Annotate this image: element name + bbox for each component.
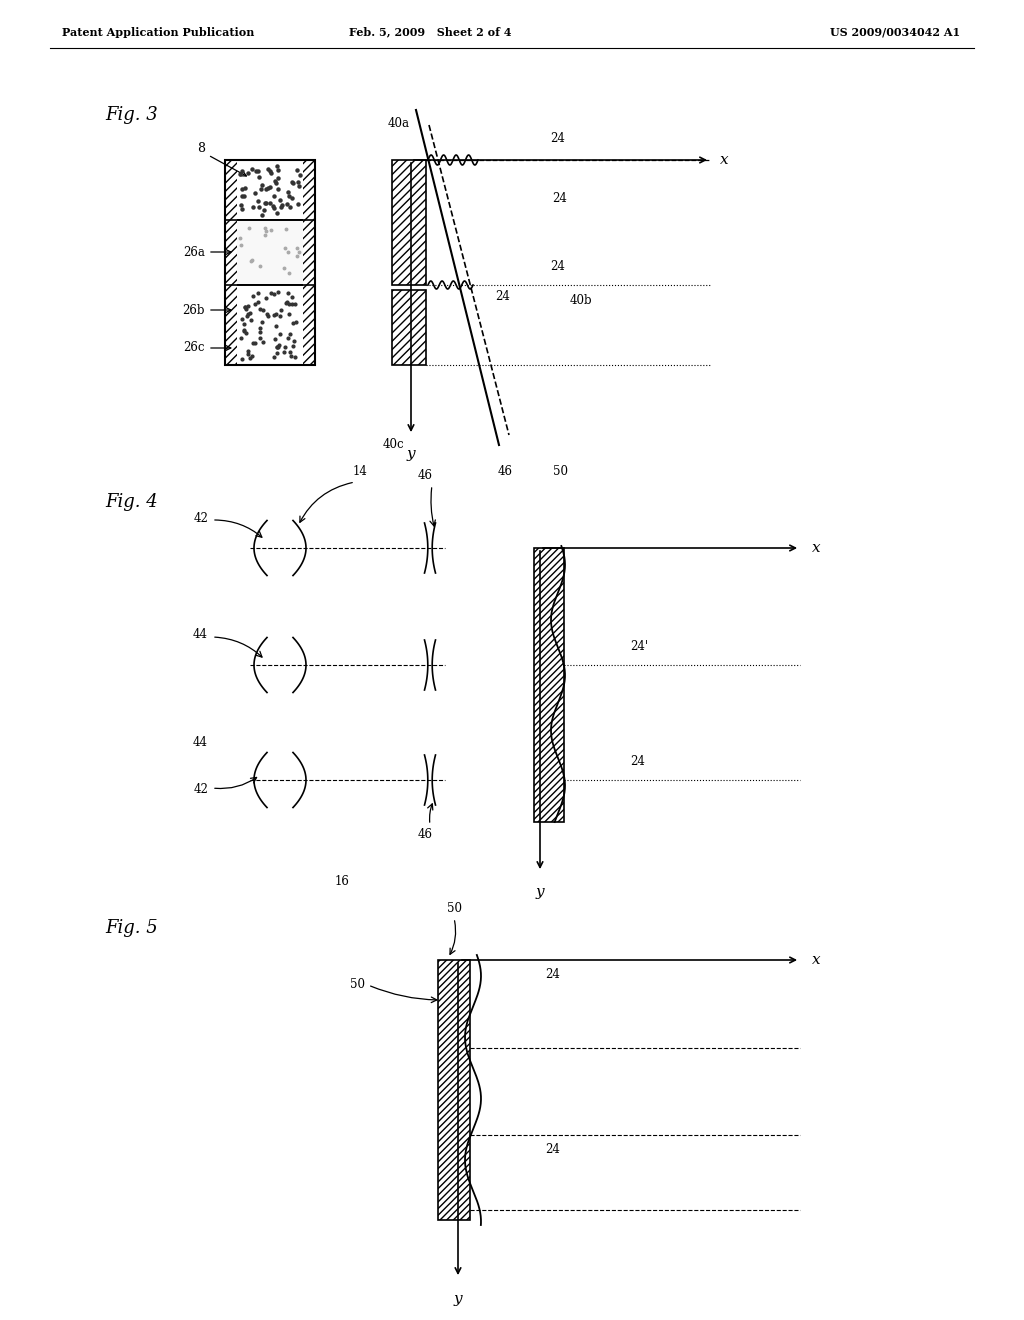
- Bar: [303, 285, 315, 366]
- Text: y: y: [407, 447, 416, 461]
- Text: 50: 50: [350, 978, 365, 991]
- Text: 24: 24: [630, 755, 645, 768]
- Text: y: y: [536, 884, 545, 899]
- Text: 26b: 26b: [182, 304, 205, 317]
- Bar: [303, 160, 315, 220]
- Bar: [225, 285, 315, 366]
- Text: 42: 42: [194, 511, 208, 524]
- Text: 44: 44: [193, 628, 208, 642]
- Bar: [392, 290, 426, 366]
- Text: Fig. 3: Fig. 3: [105, 106, 158, 124]
- Text: 44: 44: [193, 735, 208, 748]
- Text: US 2009/0034042 A1: US 2009/0034042 A1: [829, 26, 961, 37]
- Text: 24: 24: [552, 191, 567, 205]
- Text: 50: 50: [446, 902, 462, 915]
- Text: x: x: [812, 953, 820, 968]
- Text: x: x: [720, 153, 729, 168]
- Text: x: x: [812, 541, 820, 554]
- Bar: [303, 220, 315, 285]
- Text: 46: 46: [418, 469, 432, 482]
- Text: Feb. 5, 2009   Sheet 2 of 4: Feb. 5, 2009 Sheet 2 of 4: [349, 26, 511, 37]
- Text: 24: 24: [550, 260, 565, 273]
- Bar: [392, 160, 426, 285]
- Text: 24': 24': [630, 640, 648, 653]
- Text: 14: 14: [352, 465, 368, 478]
- Bar: [225, 160, 315, 220]
- Bar: [225, 160, 237, 220]
- Text: 46: 46: [418, 828, 432, 841]
- Bar: [534, 548, 564, 822]
- Bar: [438, 960, 470, 1220]
- Bar: [225, 220, 315, 285]
- Text: 16: 16: [335, 875, 349, 888]
- Text: 24: 24: [495, 290, 510, 304]
- Text: Patent Application Publication: Patent Application Publication: [62, 26, 254, 37]
- Text: 24: 24: [545, 1143, 560, 1156]
- Text: 40b: 40b: [570, 293, 593, 306]
- Text: Fig. 4: Fig. 4: [105, 492, 158, 511]
- Text: 40c: 40c: [382, 438, 403, 451]
- Text: 50: 50: [553, 465, 567, 478]
- Text: 24: 24: [550, 132, 565, 145]
- Bar: [225, 285, 237, 366]
- Text: 8: 8: [197, 141, 205, 154]
- Text: 40a: 40a: [388, 117, 410, 129]
- Text: Fig. 5: Fig. 5: [105, 919, 158, 937]
- Bar: [225, 160, 315, 366]
- Text: 26a: 26a: [183, 246, 205, 259]
- Text: y: y: [454, 1292, 462, 1305]
- Text: 42: 42: [194, 784, 208, 796]
- Bar: [225, 220, 237, 285]
- Text: 26c: 26c: [183, 342, 205, 355]
- Text: 24: 24: [545, 968, 560, 981]
- Text: 46: 46: [498, 465, 512, 478]
